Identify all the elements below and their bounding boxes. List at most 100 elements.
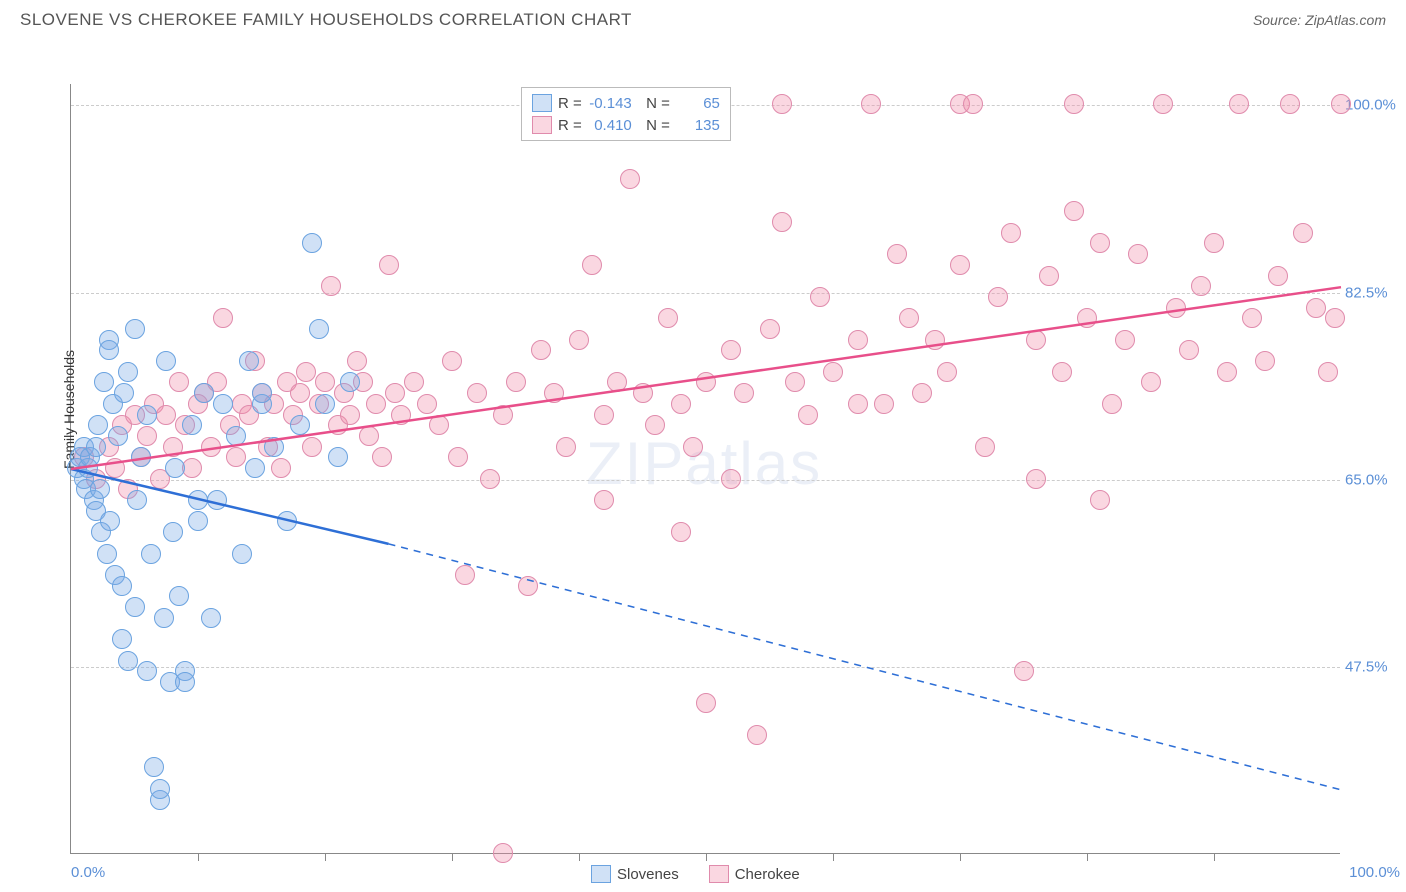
cherokee-point [696,372,716,392]
cherokee-point [556,437,576,457]
legend-n-value: 135 [676,117,720,134]
legend-r-value: 0.410 [588,117,632,134]
y-tick-label: 47.5% [1345,658,1400,675]
watermark: ZIPatlas [586,429,822,498]
cherokee-point [531,340,551,360]
cherokee-point [429,415,449,435]
slovenes-point [207,490,227,510]
cherokee-point [1280,94,1300,114]
cherokee-point [899,308,919,328]
slovenes-point [290,415,310,435]
slovenes-point [340,372,360,392]
cherokee-point [874,394,894,414]
cherokee-point [569,330,589,350]
cherokee-point [296,362,316,382]
cherokee-point [493,405,513,425]
correlation-legend: R = -0.143 N = 65R = 0.410 N = 135 [521,87,731,141]
cherokee-point [226,447,246,467]
slovenes-point [114,383,134,403]
legend-r-value: -0.143 [588,95,632,112]
cherokee-point [1141,372,1161,392]
x-tick [325,853,326,861]
legend-n-value: 65 [676,95,720,112]
y-tick-label: 65.0% [1345,471,1400,488]
cherokee-point [683,437,703,457]
cherokee-point [1064,201,1084,221]
cherokee-point [887,244,907,264]
cherokee-point [582,255,602,275]
slovenes-point [97,544,117,564]
cherokee-point [1153,94,1173,114]
cherokee-point [1128,244,1148,264]
slovenes-point [141,544,161,564]
cherokee-point [379,255,399,275]
cherokee-point [315,372,335,392]
cherokee-point [1217,362,1237,382]
legend-item-slovenes: Slovenes [591,865,679,883]
slovenes-point [108,426,128,446]
slovenes-point [277,511,297,531]
cherokee-point [1014,661,1034,681]
cherokee-point [1179,340,1199,360]
cherokee-point [493,843,513,863]
x-tick [960,853,961,861]
cherokee-point [721,469,741,489]
cherokee-point [1064,94,1084,114]
legend-label: Slovenes [617,866,679,883]
cherokee-point [912,383,932,403]
cherokee-point [1052,362,1072,382]
slovenes-point [88,415,108,435]
cherokee-point [671,394,691,414]
cherokee-point [442,351,462,371]
slovenes-point [94,372,114,392]
slovenes-point [137,405,157,425]
slovenes-point [328,447,348,467]
cherokee-point [988,287,1008,307]
legend-n-label: N = [638,117,670,134]
cherokee-point [169,372,189,392]
slovenes-point [150,779,170,799]
slovenes-point [90,479,110,499]
cherokee-point [594,405,614,425]
cherokee-point [823,362,843,382]
legend-r-label: R = [558,95,582,112]
cherokee-point [861,94,881,114]
cherokee-point [1331,94,1351,114]
slovenes-point [252,383,272,403]
slovenes-point [163,522,183,542]
cherokee-point [372,447,392,467]
cherokee-point [1026,469,1046,489]
slovenes-point [188,511,208,531]
slovenes-point [264,437,284,457]
cherokee-point [391,405,411,425]
legend-swatch [709,865,729,883]
cherokee-point [734,383,754,403]
slovenes-point [194,383,214,403]
cherokee-point [760,319,780,339]
cherokee-point [480,469,500,489]
cherokee-point [1077,308,1097,328]
cherokee-point [1255,351,1275,371]
cherokee-point [1229,94,1249,114]
cherokee-point [810,287,830,307]
legend-n-label: N = [638,95,670,112]
cherokee-point [772,212,792,232]
cherokee-point [302,437,322,457]
cherokee-point [1306,298,1326,318]
slovenes-point [144,757,164,777]
cherokee-point [359,426,379,446]
cherokee-point [937,362,957,382]
cherokee-point [607,372,627,392]
cherokee-point [1090,233,1110,253]
x-tick [1214,853,1215,861]
slovenes-point [165,458,185,478]
cherokee-point [544,383,564,403]
cherokee-point [645,415,665,435]
slovenes-point [112,576,132,596]
cherokee-point [772,94,792,114]
slovenes-point [182,415,202,435]
cherokee-point [696,693,716,713]
slovenes-point [302,233,322,253]
cherokee-point [1204,233,1224,253]
slovenes-point [156,351,176,371]
